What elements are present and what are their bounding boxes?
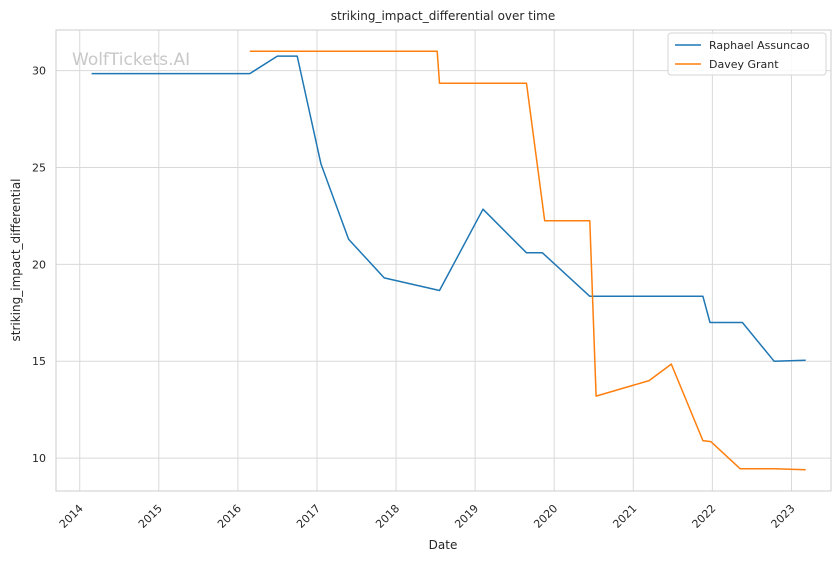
series-lines [91, 50, 806, 471]
y-axis-title: striking_impact_differential [9, 178, 23, 341]
series-line-davey-grant [249, 50, 806, 471]
x-axis-title: Date [429, 538, 458, 552]
legend-label-raphael-assuncao: Raphael Assuncao [709, 39, 810, 52]
y-tick-label: 30 [32, 65, 46, 78]
legend: Raphael Assuncao Davey Grant [667, 32, 827, 76]
grid-lines [56, 30, 831, 491]
legend-box [667, 32, 827, 76]
series-line-raphael-assuncao [91, 55, 806, 362]
watermark: WolfTickets.AI [72, 50, 190, 70]
chart-title: striking_impact_differential over time [331, 9, 556, 23]
y-tick-label: 25 [32, 162, 46, 175]
y-tick-label: 20 [32, 258, 46, 271]
y-tick-labels: 10 15 20 25 30 [32, 65, 46, 465]
y-tick-label: 15 [32, 355, 46, 368]
legend-label-davey-grant: Davey Grant [709, 58, 779, 71]
plot-frame [55, 29, 832, 492]
y-tick-label: 10 [32, 452, 46, 465]
